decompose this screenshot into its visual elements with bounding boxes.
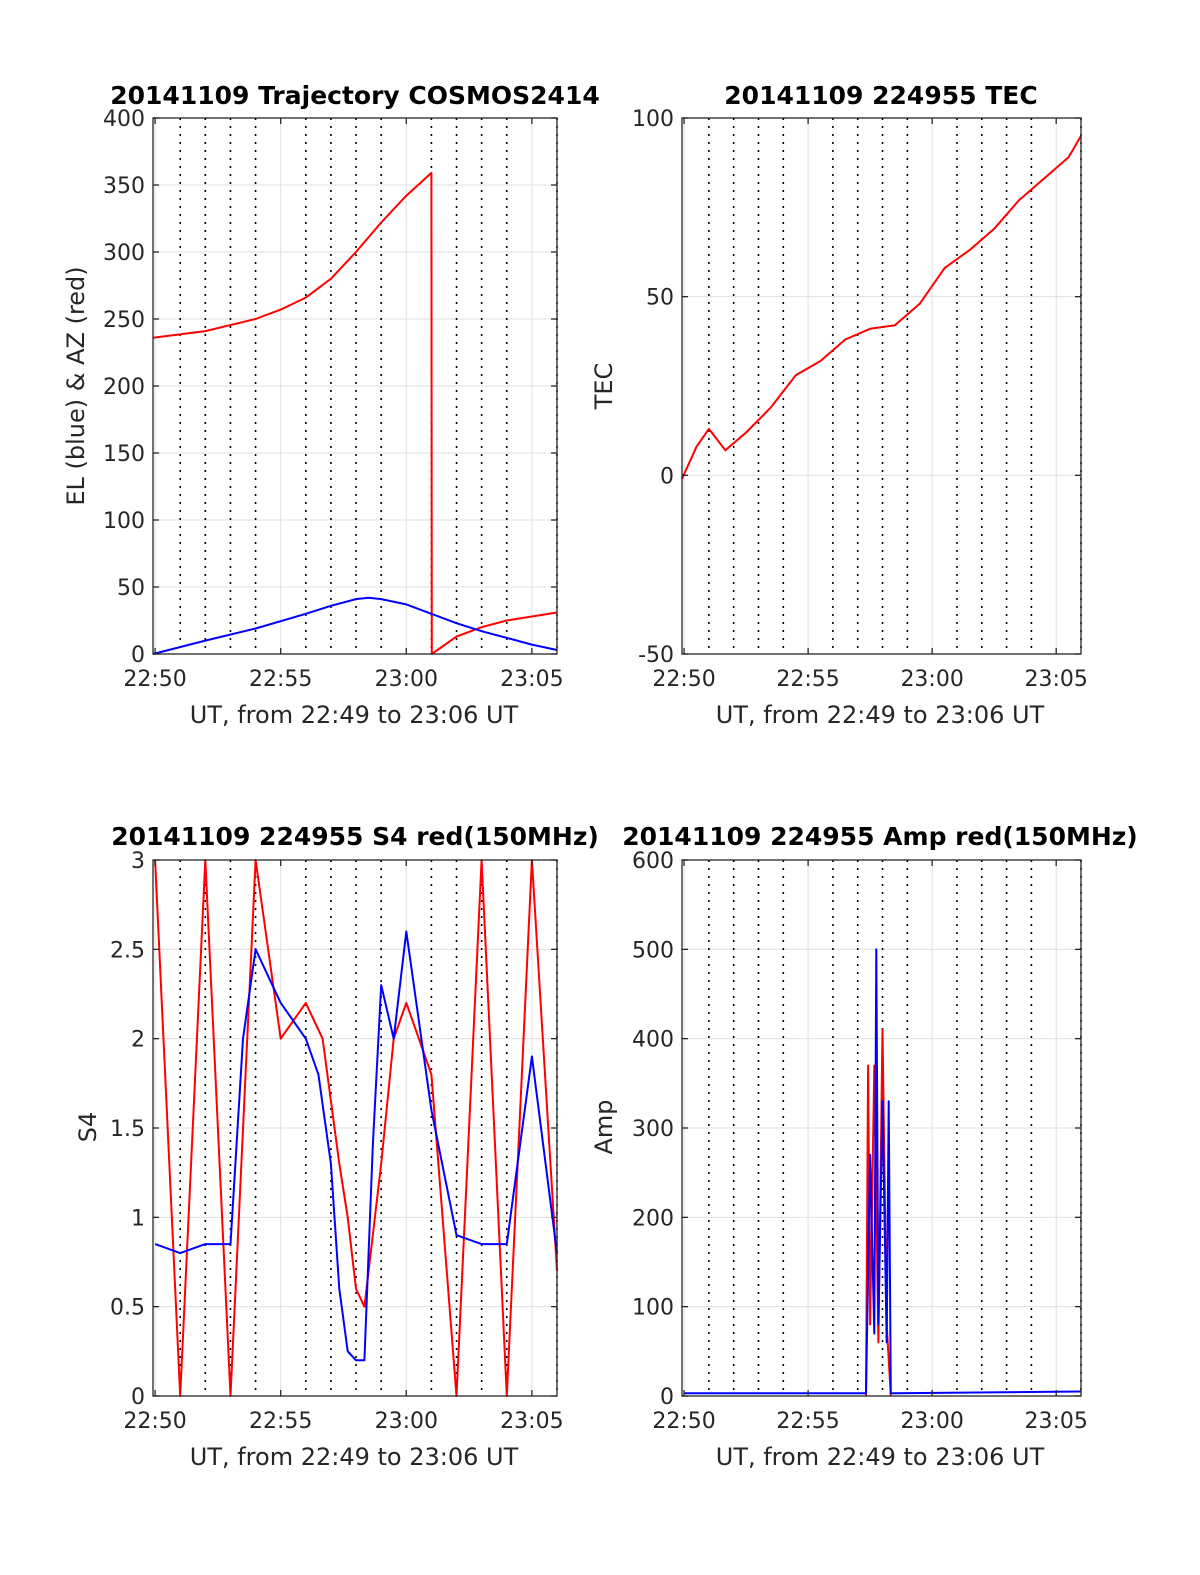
tec-xtick-label-3: 23:05 [1024,667,1087,692]
s4-ytick-label-4: 2 [131,1028,145,1053]
trajectory-ytick-label-5: 250 [103,308,145,333]
trajectory-ytick-label-7: 350 [103,174,145,199]
s4-panel: 20141109 224955 S4 red(150MHz) UT, from … [74,822,599,1471]
tec-xtick-label-1: 22:55 [776,667,839,692]
s4-xtick-label-2: 23:00 [375,1409,438,1434]
amp-ytick-label-5: 500 [632,938,674,963]
amp-xlabel: UT, from 22:49 to 23:06 UT [716,1443,1045,1471]
trajectory-xtick-label-1: 22:55 [249,667,312,692]
s4-series-blue [154,930,558,1362]
trajectory-ytick-label-8: 400 [103,107,145,132]
s4-plot-area [153,859,558,1397]
trajectory-xtick-label-0: 22:50 [123,667,186,692]
amp-panel: 20141109 224955 Amp red(150MHz) UT, from… [590,822,1138,1471]
trajectory-xlabel: UT, from 22:49 to 23:06 UT [190,701,519,729]
trajectory-ytick-label-6: 300 [103,241,145,266]
trajectory-ytick-label-4: 200 [103,375,145,400]
tec-plot-area [682,117,1082,655]
amp-series-blue [684,948,1082,1395]
s4-xlabel: UT, from 22:49 to 23:06 UT [190,1443,519,1471]
s4-ytick-label-0: 0 [131,1385,145,1410]
tec-series-red [681,135,1082,480]
tec-panel: 20141109 224955 TEC UT, from 22:49 to 23… [590,81,1088,729]
tec-xtick-label-2: 23:00 [900,667,963,692]
s4-ylabel: S4 [74,1112,102,1143]
tec-ytick-label-0: -50 [638,643,674,668]
s4-title: 20141109 224955 S4 red(150MHz) [111,822,599,851]
amp-title: 20141109 224955 Amp red(150MHz) [622,822,1138,851]
trajectory-panel: 20141109 Trajectory COSMOS2414 UT, from … [62,81,600,729]
trajectory-series-blue [152,596,558,655]
trajectory-ylabel: EL (blue) & AZ (red) [62,266,90,505]
amp-ytick-label-4: 400 [632,1028,674,1053]
tec-ytick-label-2: 50 [646,286,674,311]
tec-xtick-label-0: 22:50 [652,667,715,692]
trajectory-ytick-label-3: 150 [103,442,145,467]
tec-ylabel: TEC [590,363,618,411]
trajectory-ytick-label-0: 0 [131,643,145,668]
amp-xtick-label-2: 23:00 [900,1409,963,1434]
trajectory-title: 20141109 Trajectory COSMOS2414 [110,81,600,110]
amp-xtick-label-1: 22:55 [776,1409,839,1434]
s4-ytick-label-3: 1.5 [110,1117,145,1142]
tec-axes-box [681,117,1082,655]
s4-xtick-label-3: 23:05 [500,1409,563,1434]
amp-xtick-label-3: 23:05 [1024,1409,1087,1434]
amp-ytick-label-0: 0 [660,1385,674,1410]
trajectory-xtick-label-2: 23:00 [375,667,438,692]
amp-ytick-label-2: 200 [632,1206,674,1231]
trajectory-ytick-label-1: 50 [117,576,145,601]
amp-xtick-label-0: 22:50 [652,1409,715,1434]
amp-ytick-label-3: 300 [632,1117,674,1142]
s4-ytick-label-5: 2.5 [110,938,145,963]
amp-ylabel: Amp [590,1099,618,1154]
trajectory-plot-area [153,117,558,655]
s4-xtick-label-1: 22:55 [249,1409,312,1434]
tec-axes-background [682,118,1081,654]
s4-ytick-label-1: 0.5 [110,1296,145,1321]
trajectory-ytick-label-2: 100 [103,509,145,534]
s4-ytick-label-2: 1 [131,1206,145,1231]
trajectory-series-red [152,171,558,655]
tec-ytick-label-3: 100 [632,107,674,132]
tec-xlabel: UT, from 22:49 to 23:06 UT [716,701,1045,729]
s4-ytick-label-6: 3 [131,849,145,874]
trajectory-xtick-label-3: 23:05 [500,667,563,692]
amp-ytick-label-1: 100 [632,1296,674,1321]
tec-title: 20141109 224955 TEC [724,81,1037,110]
s4-xtick-label-0: 22:50 [123,1409,186,1434]
tec-ytick-label-1: 0 [660,464,674,489]
amp-ytick-label-6: 600 [632,849,674,874]
s4-series-red [154,859,558,1397]
